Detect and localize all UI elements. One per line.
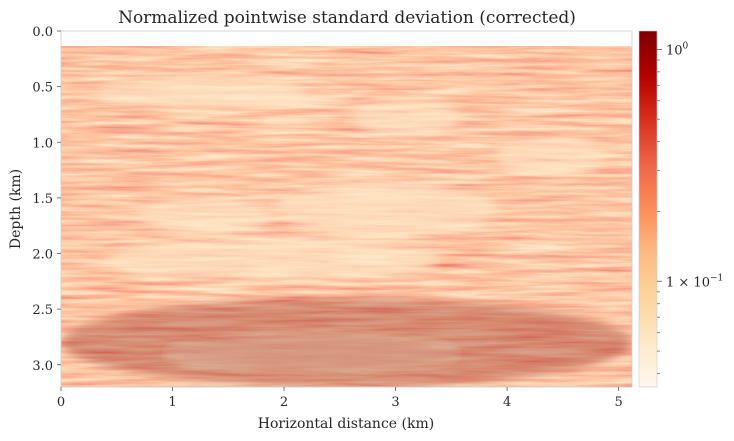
x-tick-label: 2 xyxy=(280,395,288,410)
x-axis-label: Horizontal distance (km) xyxy=(258,416,434,432)
chart-title: Normalized pointwise standard deviation … xyxy=(118,8,576,28)
y-tick-label: 3.0 xyxy=(32,359,53,374)
y-tick-label: 1.0 xyxy=(32,136,53,151)
heatmap-image xyxy=(61,46,632,387)
heatmap-low-variance-region xyxy=(350,97,463,137)
y-tick-label: 1.5 xyxy=(32,192,53,207)
heatmap-features xyxy=(61,75,632,387)
y-tick-label: 2.5 xyxy=(32,303,53,318)
x-tick-label: 1 xyxy=(168,395,176,410)
heatmap-low-variance-region xyxy=(272,181,496,237)
y-axis: 0.0 0.5 1.0 1.5 2.0 2.5 3.0 xyxy=(32,25,61,374)
x-tick-label: 5 xyxy=(614,395,622,410)
plot-area xyxy=(60,30,633,388)
colorbar-tick-label: 100 xyxy=(666,41,689,58)
colorbar-ticks: 100 1 × 10−1 xyxy=(657,41,723,374)
y-tick-label: 2.0 xyxy=(32,248,53,263)
heatmap-low-variance-region xyxy=(495,136,608,176)
heatmap-low-variance-region xyxy=(194,92,351,107)
plot-frame xyxy=(60,30,633,388)
y-tick-label: 0.5 xyxy=(32,81,53,96)
colorbar: 100 1 × 10−1 xyxy=(638,30,723,388)
y-axis-label: Depth (km) xyxy=(8,169,24,249)
x-tick-label: 0 xyxy=(57,395,65,410)
heatmap-high-variance-region xyxy=(61,298,632,387)
colorbar-fill xyxy=(638,30,658,388)
heatmap-low-variance-region xyxy=(139,197,273,234)
x-axis: 0 1 2 3 4 5 xyxy=(57,387,623,410)
y-tick-label: 0.0 xyxy=(32,25,53,40)
x-tick-label: 3 xyxy=(391,395,399,410)
heatmap-low-variance-region xyxy=(105,236,441,282)
x-tick-label: 4 xyxy=(503,395,511,410)
colorbar-tick-label: 1 × 10−1 xyxy=(666,273,723,290)
